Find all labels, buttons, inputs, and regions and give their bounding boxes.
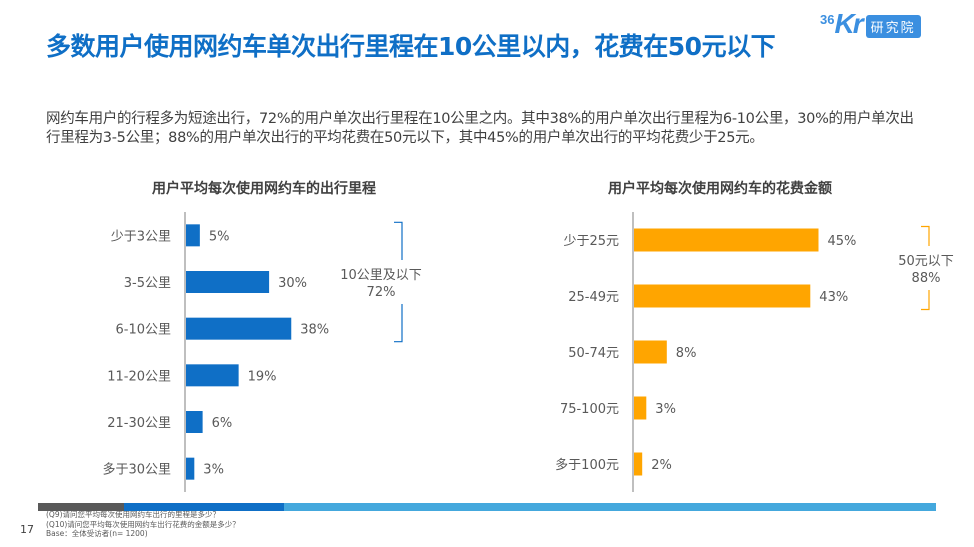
bar xyxy=(634,396,647,420)
bar xyxy=(634,340,667,364)
logo-number: 36 xyxy=(820,11,835,27)
value-label: 45% xyxy=(828,234,857,249)
footer-bar-dark-blue xyxy=(124,503,284,511)
bar xyxy=(186,457,195,480)
footer-bar-light-blue xyxy=(284,503,936,511)
category-label: 多于30公里 xyxy=(102,462,171,478)
value-label: 3% xyxy=(655,402,676,417)
page-number: 17 xyxy=(20,523,34,536)
footnote-base: Base：全体受访者(n= 1200) xyxy=(46,529,148,538)
value-label: 19% xyxy=(248,369,277,384)
bar xyxy=(186,317,292,340)
bar xyxy=(634,228,819,252)
bracket-bottom xyxy=(921,290,930,311)
category-label: 25-49元 xyxy=(568,290,619,305)
value-label: 38% xyxy=(300,323,329,338)
category-label: 6-10公里 xyxy=(115,323,171,338)
right-chart: 少于25元 45% 25-49元 43% 50-74元 8% 75-100元 3% 多于100元… xyxy=(555,212,954,492)
category-label: 21-30公里 xyxy=(107,416,171,431)
value-label: 43% xyxy=(819,290,848,305)
logo: 36 Kr 研究院 xyxy=(820,8,921,40)
value-label: 30% xyxy=(278,276,307,291)
value-label: 3% xyxy=(203,463,224,478)
logo-badge: 研究院 xyxy=(865,14,921,38)
bar xyxy=(634,284,811,308)
left-chart-title: 用户平均每次使用网约车的出行里程 xyxy=(152,181,376,197)
category-label: 3-5公里 xyxy=(124,276,171,291)
bar xyxy=(186,364,239,387)
bracket-value: 72% xyxy=(367,285,396,300)
category-label: 多于100元 xyxy=(555,457,619,473)
footnote-q9: (Q9)请问您平均每次使用网约车出行的里程是多少？ xyxy=(46,510,221,519)
bar xyxy=(186,224,200,247)
bracket-bottom xyxy=(394,304,403,343)
value-label: 6% xyxy=(212,416,233,431)
bracket-label: 50元以下 xyxy=(898,254,954,269)
footer-bar-grey xyxy=(38,503,124,511)
bracket-value: 88% xyxy=(912,271,941,286)
bracket-top xyxy=(921,225,930,246)
bar xyxy=(634,452,643,476)
bracket-top xyxy=(394,221,403,260)
logo-kr: Kr xyxy=(834,8,863,39)
value-label: 5% xyxy=(209,229,230,244)
category-label: 75-100元 xyxy=(560,402,619,417)
category-label: 少于25元 xyxy=(563,234,619,249)
charts-svg: 少于3公里 5% 3-5公里 30% 6-10公里 38% 11-20公里 19% 21-30公… xyxy=(102,212,954,492)
footnote-q10: (Q10)请问您平均每次使用网约车出行花费的金额是多少？ xyxy=(46,519,240,529)
category-label: 少于3公里 xyxy=(111,229,171,244)
category-label: 50-74元 xyxy=(568,346,619,361)
value-label: 8% xyxy=(676,346,697,361)
bar xyxy=(186,411,203,433)
value-label: 2% xyxy=(651,458,672,473)
left-chart: 少于3公里 5% 3-5公里 30% 6-10公里 38% 11-20公里 19% 21-30公… xyxy=(102,212,422,492)
footnotes: (Q9)请问您平均每次使用网约车出行的里程是多少？ (Q10)请问您平均每次使用… xyxy=(46,510,240,539)
right-chart-title: 用户平均每次使用网约车的花费金额 xyxy=(608,181,832,197)
bracket-label: 10公里及以下 xyxy=(340,268,422,283)
page-title: 多数用户使用网约车单次出行里程在10公里以内，花费在50元以下 xyxy=(46,32,776,61)
category-label: 11-20公里 xyxy=(107,369,171,384)
summary-text: 网约车用户的行程多为短途出行，72%的用户单次出行里程在10公里之内。其中38%… xyxy=(46,111,914,146)
bar xyxy=(186,271,270,293)
